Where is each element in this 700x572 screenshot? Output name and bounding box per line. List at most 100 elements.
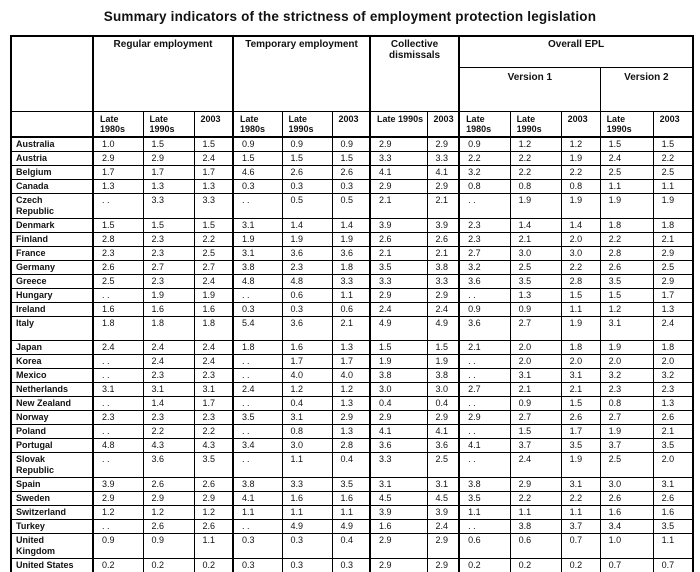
- value-cell: 2.6: [652, 491, 694, 506]
- value-cell: 3.9: [426, 505, 460, 520]
- table-row: Czech Republic. . 3.3 3.3. . 0.5 0.5 2.1 2.1. …: [10, 193, 694, 219]
- value-cell: 0.3: [232, 533, 283, 559]
- value-cell: 2.7: [142, 260, 195, 275]
- value-cell: 2.1: [458, 340, 511, 355]
- table-row: Belgium 1.7 1.7 1.7 4.6 2.6 2.6 4.1 4.1 3.2 2.2 2.2…: [10, 165, 694, 180]
- value-cell: 2.4: [599, 151, 654, 166]
- period-header: Late 1990s: [142, 111, 195, 138]
- value-cell: 2.3: [458, 232, 511, 247]
- value-cell: 2.0: [560, 354, 601, 369]
- value-cell: . .: [232, 519, 283, 534]
- value-cell: 3.5: [509, 274, 562, 289]
- value-cell: 4.1: [458, 438, 511, 453]
- value-cell: 1.6: [142, 302, 195, 317]
- value-cell: 2.1: [509, 382, 562, 397]
- value-cell: 0.4: [369, 396, 428, 411]
- value-cell: 2.3: [193, 368, 234, 383]
- table-row: Poland. . 2.2 2.2. . 0.8 1.3 4.1 4.1. . 1.5 1.7 1…: [10, 424, 694, 439]
- table-row: New Zealand. . 1.4 1.7. . 0.4 1.3 0.4 0.4. . 0.…: [10, 396, 694, 411]
- value-cell: 2.8: [92, 232, 144, 247]
- value-cell: . .: [92, 368, 144, 383]
- value-cell: 3.7: [509, 438, 562, 453]
- table-body: Australia 1.0 1.5 1.5 0.9 0.9 0.9 2.9 2.9 0.9 1.2 1…: [10, 136, 694, 572]
- table-row: Japan 2.4 2.4 2.4 1.8 1.6 1.3 1.5 1.5 2.1 2.0 1.8 1.…: [10, 340, 694, 355]
- value-cell: . .: [232, 288, 283, 303]
- country-label: Switzerland: [10, 505, 94, 520]
- value-cell: 1.2: [599, 302, 654, 317]
- value-cell: 0.5: [331, 193, 371, 219]
- value-cell: . .: [232, 193, 283, 219]
- value-cell: 2.2: [560, 491, 601, 506]
- value-cell: 0.8: [281, 424, 333, 439]
- value-cell: 2.4: [142, 340, 195, 355]
- value-cell: 1.1: [560, 505, 601, 520]
- value-cell: 1.2: [560, 136, 601, 152]
- value-cell: 1.7: [193, 396, 234, 411]
- value-cell: 2.3: [142, 410, 195, 425]
- value-cell: . .: [232, 368, 283, 383]
- value-cell: 3.1: [92, 382, 144, 397]
- value-cell: 2.9: [142, 151, 195, 166]
- value-cell: 2.9: [509, 477, 562, 492]
- value-cell: . .: [232, 452, 283, 478]
- value-cell: 3.8: [509, 519, 562, 534]
- value-cell: 1.8: [142, 316, 195, 341]
- value-cell: 2.5: [193, 246, 234, 261]
- value-cell: 2.9: [369, 136, 428, 152]
- value-cell: 3.9: [369, 505, 428, 520]
- value-cell: 0.9: [458, 302, 511, 317]
- value-cell: 4.1: [369, 424, 428, 439]
- value-cell: 1.8: [331, 260, 371, 275]
- value-cell: 3.1: [560, 477, 601, 492]
- value-cell: 4.8: [92, 438, 144, 453]
- country-label: Italy: [10, 316, 94, 341]
- value-cell: 2.5: [599, 452, 654, 478]
- value-cell: 2.9: [426, 410, 460, 425]
- value-cell: 1.3: [652, 396, 694, 411]
- value-cell: 1.8: [92, 316, 144, 341]
- value-cell: 1.6: [369, 519, 428, 534]
- country-label: Ireland: [10, 302, 94, 317]
- value-cell: 2.1: [426, 246, 460, 261]
- country-label: Australia: [10, 136, 94, 152]
- value-cell: 2.5: [509, 260, 562, 275]
- value-cell: . .: [458, 519, 511, 534]
- table-row: Turkey. . 2.6 2.6. . 4.9 4.9 1.6 2.4. . 3.8 3.7 3…: [10, 519, 694, 534]
- value-cell: . .: [458, 368, 511, 383]
- header-period-row: Late 1980s Late 1990s 2003 Late 1980s La…: [10, 111, 694, 138]
- value-cell: 0.2: [142, 558, 195, 572]
- value-cell: 2.3: [142, 232, 195, 247]
- country-label: New Zealand: [10, 396, 94, 411]
- value-cell: 3.2: [652, 368, 694, 383]
- value-cell: 4.1: [426, 165, 460, 180]
- value-cell: 0.3: [281, 179, 333, 194]
- value-cell: 4.6: [232, 165, 283, 180]
- value-cell: 0.2: [560, 558, 601, 572]
- value-cell: 0.9: [232, 136, 283, 152]
- country-label: Belgium: [10, 165, 94, 180]
- value-cell: 2.9: [193, 491, 234, 506]
- value-cell: . .: [92, 519, 144, 534]
- value-cell: 3.2: [458, 165, 511, 180]
- value-cell: 1.5: [331, 151, 371, 166]
- value-cell: 2.4: [509, 452, 562, 478]
- value-cell: 0.9: [142, 533, 195, 559]
- value-cell: 3.0: [426, 382, 460, 397]
- value-cell: 2.9: [142, 491, 195, 506]
- value-cell: 2.9: [369, 179, 428, 194]
- value-cell: 3.0: [369, 382, 428, 397]
- value-cell: 0.6: [331, 302, 371, 317]
- value-cell: 1.5: [599, 136, 654, 152]
- value-cell: 1.9: [426, 354, 460, 369]
- value-cell: 1.4: [509, 218, 562, 233]
- value-cell: 3.6: [281, 316, 333, 341]
- value-cell: 2.3: [92, 410, 144, 425]
- value-cell: 3.4: [232, 438, 283, 453]
- value-cell: 1.9: [232, 232, 283, 247]
- value-cell: 2.4: [92, 340, 144, 355]
- value-cell: 1.2: [142, 505, 195, 520]
- value-cell: 2.1: [560, 382, 601, 397]
- table-row: Ireland 1.6 1.6 1.6 0.3 0.3 0.6 2.4 2.4 0.9 0.9 1.1…: [10, 302, 694, 317]
- value-cell: . .: [458, 288, 511, 303]
- value-cell: 1.7: [142, 165, 195, 180]
